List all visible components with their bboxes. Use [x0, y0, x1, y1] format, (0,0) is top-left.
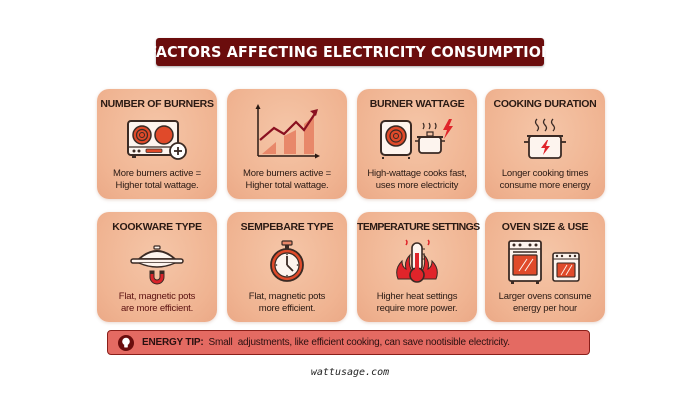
card-title: BURNER WATTAGE — [369, 98, 465, 110]
rising-chart-icon — [227, 99, 347, 163]
energy-tip-bar: ENERGY TIP: Small adjustments, like effi… — [107, 330, 590, 355]
thermometer-flames-icon — [357, 238, 477, 286]
stovetop-plus-icon — [97, 115, 217, 163]
card-description: More burners active = Higher total watta… — [113, 168, 201, 191]
card-cooking-duration: COOKING DURATION Longer cooking times co… — [485, 89, 605, 199]
card-rising-usage: More burners active = Higher total watta… — [227, 89, 347, 199]
tip-text: Small adjustments, like efficient cookin… — [208, 337, 510, 348]
steaming-pot-lightning-icon — [485, 115, 605, 163]
hot-burner-pot-lightning-icon — [357, 115, 477, 163]
card-title: COOKING DURATION — [493, 98, 597, 110]
page-title: FACTORS AFFECTING ELECTRICITY CONSUMPTIO… — [147, 43, 553, 61]
card-burner-wattage: BURNER WATTAGE High-wattage cooks fast, … — [357, 89, 477, 199]
tip-label: ENERGY TIP: — [142, 337, 204, 348]
card-title: KOOKWARE TYPE — [112, 221, 202, 233]
card-sempebare-type: SEMPEBARE TYPE Flat, magnetic pots more … — [227, 212, 347, 322]
card-description: More burners active = Higher total watta… — [243, 168, 331, 191]
card-cookware-type: KOOKWARE TYPE Flat, magnetic pots are mo… — [97, 212, 217, 322]
footer-source: wattusage.com — [310, 367, 390, 378]
card-description: Flat, magnetic pots are more efficient. — [118, 291, 196, 314]
pan-magnet-icon — [97, 238, 217, 286]
card-number-of-burners: NUMBER OF BURNERS More burners active = … — [97, 89, 217, 199]
card-description: Longer cooking times consume more energy — [499, 168, 591, 191]
card-title: OVEN SIZE & USE — [501, 221, 589, 233]
card-title: TEMPERATURE SETTINGS — [357, 221, 480, 233]
card-temperature-settings: TEMPERATURE SETTINGS Higher heat setting… — [357, 212, 480, 322]
card-title: NUMBER OF BURNERS — [100, 98, 214, 110]
title-banner: FACTORS AFFECTING ELECTRICITY CONSUMPTIO… — [147, 38, 553, 66]
card-description: High-wattage cooks fast, uses more elect… — [367, 168, 467, 191]
ovens-icon — [485, 238, 605, 286]
card-title: SEMPEBARE TYPE — [240, 221, 334, 233]
card-oven-size-use: OVEN SIZE & USE Larger ovens consume ene — [485, 212, 605, 322]
lightbulb-icon — [118, 334, 134, 351]
card-description: Larger ovens consume energy per hour — [498, 291, 592, 314]
card-description: Flat, magnetic pots more efficient. — [248, 291, 326, 314]
stopwatch-icon — [227, 238, 347, 286]
card-description: Higher heat settings require more power. — [376, 291, 458, 314]
